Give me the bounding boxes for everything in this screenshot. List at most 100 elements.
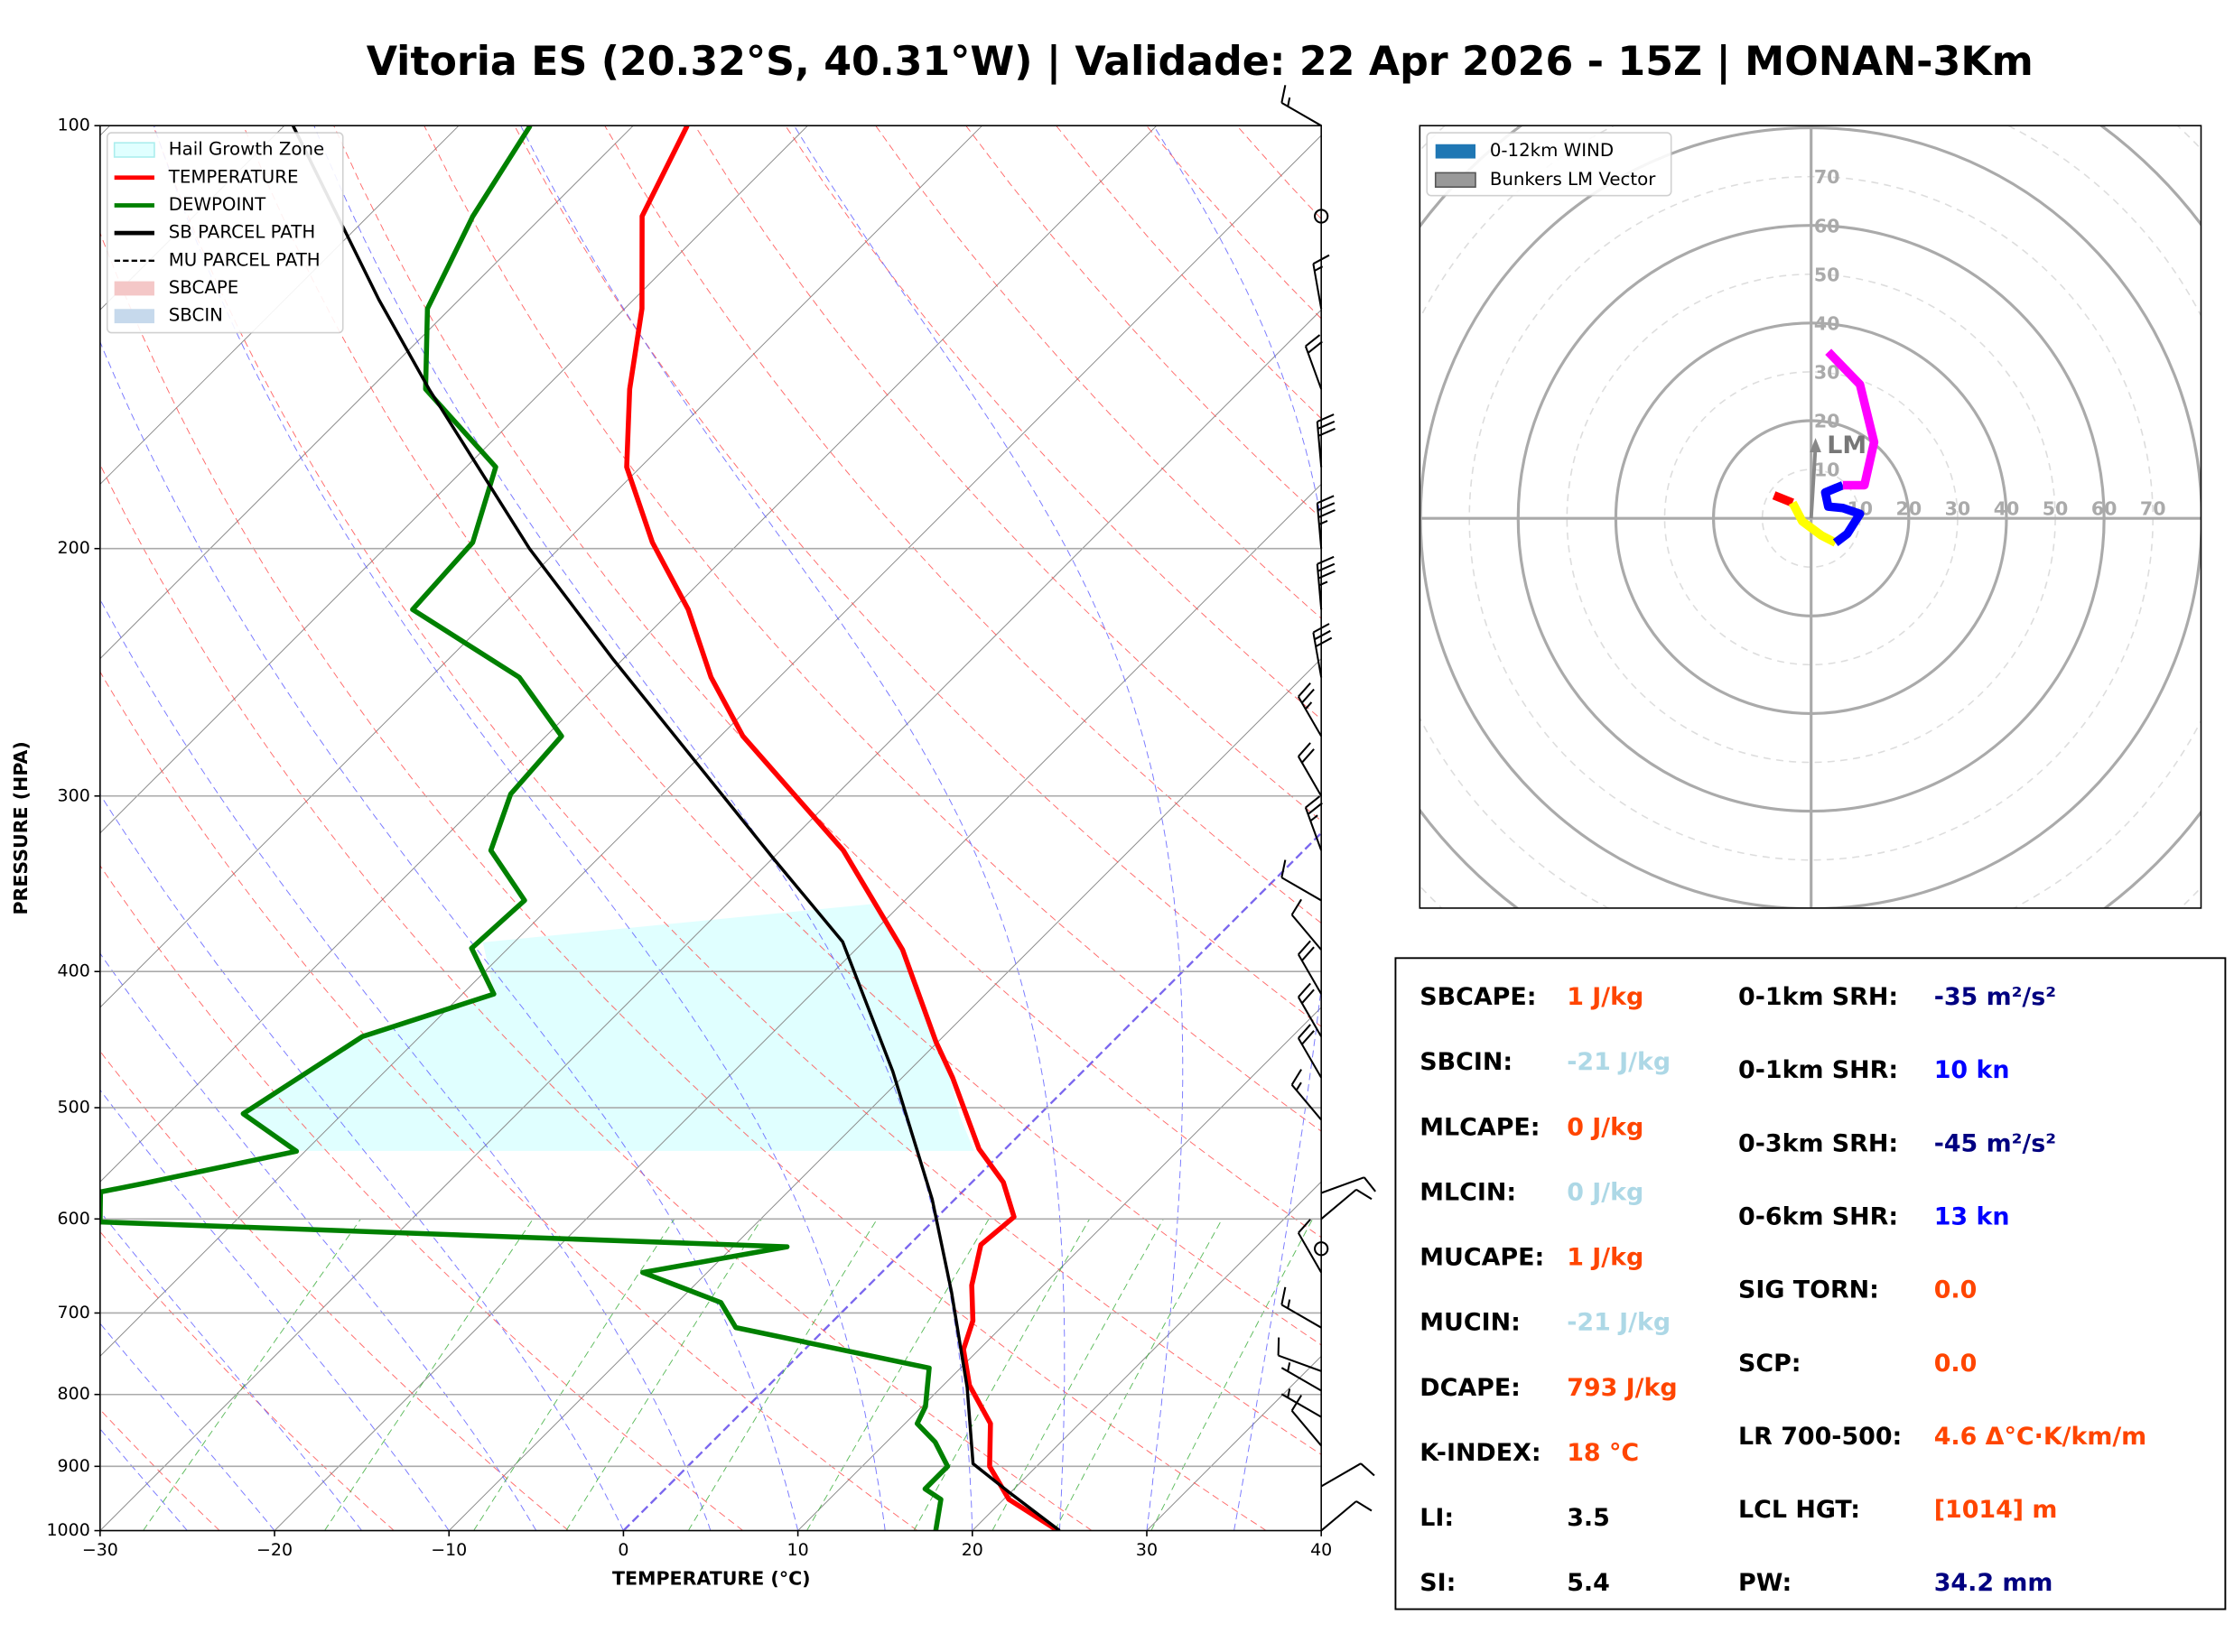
wind-barb [1304,795,1323,851]
barb-staff [1280,101,1322,127]
isotherm [99,309,1322,1531]
barb-feather [1315,636,1333,648]
moist-adiabat [99,340,799,1531]
ring-label: 10 [1814,459,1840,481]
ring-label: 70 [1814,166,1840,188]
x-tick-label: 40 [1310,1540,1332,1560]
y-tick-label: 800 [58,1384,90,1404]
barb-half [1287,1362,1291,1372]
barb-staff [1278,1354,1322,1372]
barb-feather [1307,340,1323,354]
y-tick-label: 600 [58,1209,90,1229]
y-tick-label: 200 [58,538,90,558]
dry-adiabat [99,671,918,1531]
wind-barb [1297,1219,1323,1274]
isotherm [99,125,1158,1183]
calm-circle [1314,209,1329,224]
barb-feather [1312,623,1330,634]
x-tick-label: 30 [1136,1540,1158,1560]
barb-feather [1301,946,1315,961]
wind-barb [1320,1176,1376,1194]
barb-half [1309,814,1318,822]
legend-swatch [1434,172,1476,188]
y-tick-label: 500 [58,1098,90,1118]
hodograph-trace [1788,500,1838,547]
barb-feather [1298,940,1311,955]
profile-line [99,125,951,1531]
legend-label: TEMPERATURE [168,166,299,187]
index-label: 0-1km SRH: [1738,983,1898,1011]
barb-staff [1280,1304,1322,1329]
index-value: 4.6 Δ°C·K/km/m [1934,1423,2146,1451]
legend-label: SBCAPE [169,277,239,298]
legend-label: DEWPOINT [169,194,266,215]
barb-feather [1305,334,1321,348]
barb-feather [1298,742,1311,757]
y-tick-label: 400 [58,961,90,981]
barb-feather [1280,1286,1287,1305]
y-tick-label: 100 [58,116,90,135]
barb-feather [1312,254,1330,265]
x-tick-label: 10 [787,1540,809,1560]
wind-barb [1297,940,1323,995]
wind-barb [1297,742,1323,797]
barb-staff [1297,1232,1323,1274]
x-tick-label: −20 [256,1540,293,1560]
barb-feather [1314,629,1331,641]
lm-label: LM [1827,432,1866,459]
isotherm [797,1007,1322,1531]
moist-adiabat [99,1211,362,1531]
barb-feather [1301,748,1315,764]
barb-half [1318,580,1328,587]
legend-label: SB PARCEL PATH [169,222,315,243]
dry-adiabat [785,125,1322,720]
barb-staff [1297,1037,1323,1079]
barb-feather [1301,988,1315,1004]
ring-label: 20 [1814,411,1840,432]
index-label: PW: [1738,1569,1792,1597]
ring-label: 50 [1814,264,1840,285]
index-value: -35 m²/s² [1934,983,2056,1011]
index-label: 0-3km SRH: [1738,1129,1898,1157]
moist-adiabat [99,952,537,1531]
skewt-data [99,125,1061,1531]
index-value: 13 kn [1934,1203,2010,1231]
isotherm [274,483,1322,1531]
barb-feather [1317,502,1336,512]
wind-barb [1280,1286,1322,1329]
skewt-background [99,125,1322,1531]
barb-staff [1316,503,1323,549]
dry-adiabat [99,231,1267,1531]
moist-adiabat [793,125,1184,1531]
legend-box [106,132,344,334]
index-value: [1014] m [1934,1496,2058,1524]
barb-feather [1298,1024,1311,1039]
barb-feather [1305,795,1321,809]
index-value: 1 J/kg [1567,983,1643,1011]
index-value: 5.4 [1567,1569,1610,1597]
profile-line [291,125,1061,1531]
legend-label: MU PARCEL PATH [169,249,321,270]
dry-adiabat [99,865,744,1531]
wind-barb [1280,85,1322,127]
barb-staff [1312,632,1323,678]
wind-barb [1320,1500,1373,1532]
x-tick-label: 0 [618,1540,628,1560]
barb-feather [1280,85,1287,104]
index-label: SIG TORN: [1738,1276,1879,1304]
wind-barb [1290,1069,1322,1121]
lm-vector [1809,446,1818,519]
legend: Hail Growth Zone TEMPERATURE DEWPOINT SB PA… [106,132,344,334]
moist-adiabat [99,599,712,1531]
barb-feather [1317,421,1336,430]
barb-staff [1290,1083,1322,1121]
ring-label: 70 [2140,498,2166,520]
barb-feather [1363,1176,1376,1193]
index-value: 0 J/kg [1567,1113,1643,1141]
hodograph-trace [1825,348,1879,490]
index-value: 0 J/kg [1567,1178,1643,1206]
index-value: 18 °C [1567,1439,1639,1467]
barb-staff [1320,1188,1357,1220]
index-value: 10 kn [1934,1056,2010,1084]
barb-staff [1290,914,1322,951]
